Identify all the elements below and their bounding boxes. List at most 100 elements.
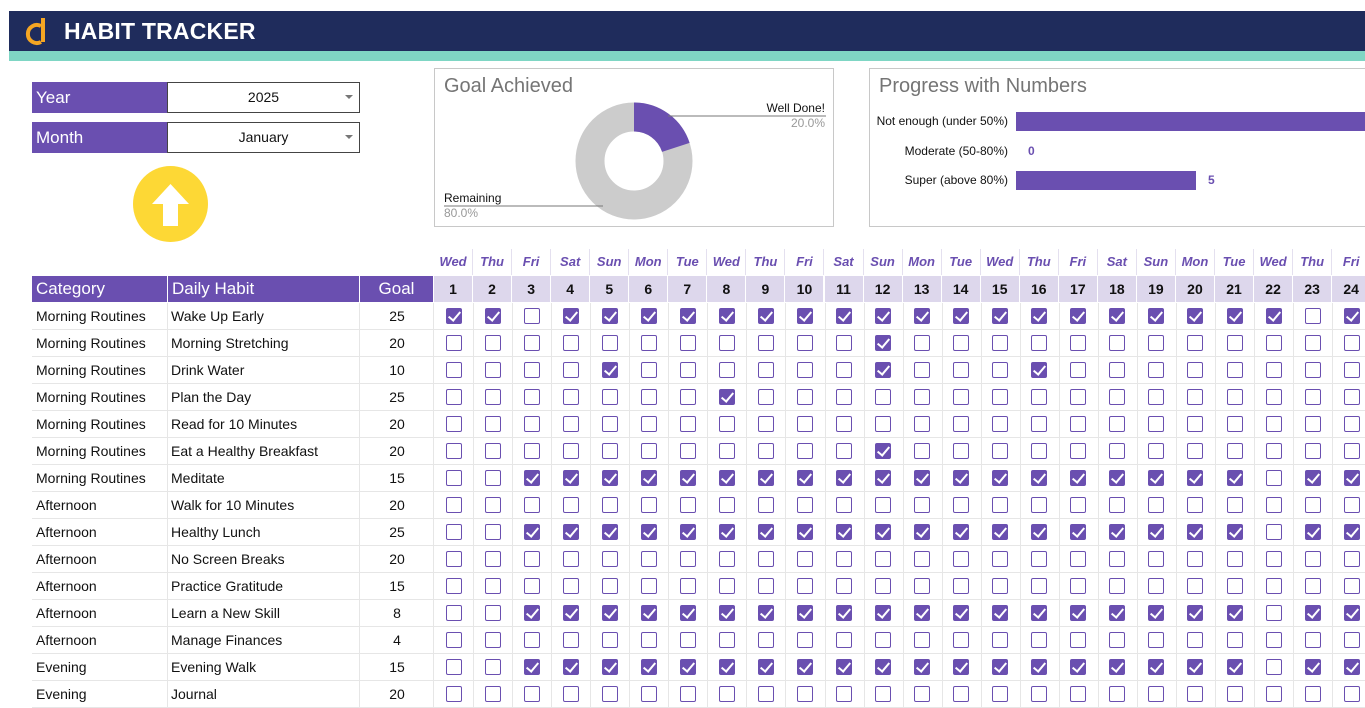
checkbox-unchecked[interactable]: [679, 443, 696, 459]
checkbox-unchecked[interactable]: [523, 362, 540, 378]
checkbox-unchecked[interactable]: [836, 551, 853, 567]
checkbox-unchecked[interactable]: [1265, 605, 1282, 621]
checkbox-unchecked[interactable]: [1187, 362, 1204, 378]
checkbox-checked[interactable]: [523, 524, 540, 540]
checkbox-checked[interactable]: [523, 470, 540, 486]
checkbox-checked[interactable]: [836, 308, 853, 324]
checkbox-checked[interactable]: [640, 605, 657, 621]
checkbox-unchecked[interactable]: [640, 389, 657, 405]
checkbox-unchecked[interactable]: [445, 470, 462, 486]
checkbox-unchecked[interactable]: [523, 632, 540, 648]
checkbox-unchecked[interactable]: [796, 632, 813, 648]
checkbox-unchecked[interactable]: [953, 335, 970, 351]
checkbox-unchecked[interactable]: [679, 578, 696, 594]
checkbox-unchecked[interactable]: [445, 389, 462, 405]
checkbox-unchecked[interactable]: [796, 416, 813, 432]
checkbox-unchecked[interactable]: [1343, 632, 1360, 648]
checkbox-checked[interactable]: [1343, 308, 1360, 324]
checkbox-unchecked[interactable]: [484, 389, 501, 405]
checkbox-unchecked[interactable]: [1226, 497, 1243, 513]
checkbox-checked[interactable]: [1226, 605, 1243, 621]
checkbox-unchecked[interactable]: [601, 335, 618, 351]
checkbox-checked[interactable]: [1148, 524, 1165, 540]
checkbox-unchecked[interactable]: [1304, 362, 1321, 378]
checkbox-checked[interactable]: [640, 308, 657, 324]
checkbox-unchecked[interactable]: [757, 389, 774, 405]
checkbox-unchecked[interactable]: [484, 335, 501, 351]
checkbox-unchecked[interactable]: [1265, 524, 1282, 540]
checkbox-unchecked[interactable]: [601, 551, 618, 567]
checkbox-unchecked[interactable]: [1265, 335, 1282, 351]
checkbox-checked[interactable]: [1031, 470, 1048, 486]
checkbox-unchecked[interactable]: [1304, 308, 1321, 324]
checkbox-checked[interactable]: [640, 659, 657, 675]
checkbox-unchecked[interactable]: [1265, 416, 1282, 432]
year-dropdown[interactable]: 2025: [167, 82, 360, 113]
checkbox-checked[interactable]: [953, 605, 970, 621]
checkbox-checked[interactable]: [484, 308, 501, 324]
checkbox-unchecked[interactable]: [875, 389, 892, 405]
checkbox-checked[interactable]: [601, 362, 618, 378]
checkbox-unchecked[interactable]: [1265, 362, 1282, 378]
checkbox-unchecked[interactable]: [1031, 389, 1048, 405]
checkbox-unchecked[interactable]: [445, 362, 462, 378]
checkbox-checked[interactable]: [992, 524, 1009, 540]
checkbox-unchecked[interactable]: [1187, 335, 1204, 351]
checkbox-checked[interactable]: [1343, 470, 1360, 486]
checkbox-checked[interactable]: [1109, 524, 1126, 540]
checkbox-unchecked[interactable]: [718, 632, 735, 648]
checkbox-unchecked[interactable]: [1109, 497, 1126, 513]
checkbox-checked[interactable]: [1148, 470, 1165, 486]
checkbox-unchecked[interactable]: [562, 389, 579, 405]
checkbox-unchecked[interactable]: [1265, 470, 1282, 486]
checkbox-unchecked[interactable]: [718, 362, 735, 378]
checkbox-unchecked[interactable]: [445, 416, 462, 432]
checkbox-unchecked[interactable]: [718, 578, 735, 594]
checkbox-checked[interactable]: [1148, 659, 1165, 675]
checkbox-unchecked[interactable]: [836, 335, 853, 351]
chevron-down-icon[interactable]: [345, 135, 353, 139]
checkbox-checked[interactable]: [1343, 605, 1360, 621]
checkbox-unchecked[interactable]: [757, 335, 774, 351]
checkbox-unchecked[interactable]: [1343, 578, 1360, 594]
checkbox-checked[interactable]: [1226, 308, 1243, 324]
checkbox-checked[interactable]: [1343, 659, 1360, 675]
checkbox-unchecked[interactable]: [953, 551, 970, 567]
checkbox-checked[interactable]: [601, 470, 618, 486]
checkbox-checked[interactable]: [875, 524, 892, 540]
checkbox-checked[interactable]: [953, 308, 970, 324]
checkbox-unchecked[interactable]: [1109, 362, 1126, 378]
checkbox-checked[interactable]: [1031, 362, 1048, 378]
checkbox-unchecked[interactable]: [757, 551, 774, 567]
checkbox-unchecked[interactable]: [1265, 659, 1282, 675]
checkbox-unchecked[interactable]: [992, 443, 1009, 459]
checkbox-checked[interactable]: [1031, 524, 1048, 540]
checkbox-unchecked[interactable]: [1304, 632, 1321, 648]
checkbox-unchecked[interactable]: [1265, 632, 1282, 648]
checkbox-unchecked[interactable]: [1304, 551, 1321, 567]
checkbox-checked[interactable]: [562, 470, 579, 486]
checkbox-unchecked[interactable]: [601, 497, 618, 513]
checkbox-unchecked[interactable]: [523, 308, 540, 324]
checkbox-unchecked[interactable]: [836, 578, 853, 594]
checkbox-unchecked[interactable]: [523, 578, 540, 594]
checkbox-unchecked[interactable]: [1109, 443, 1126, 459]
checkbox-unchecked[interactable]: [757, 443, 774, 459]
checkbox-checked[interactable]: [1187, 308, 1204, 324]
checkbox-unchecked[interactable]: [1187, 551, 1204, 567]
checkbox-unchecked[interactable]: [1343, 551, 1360, 567]
checkbox-unchecked[interactable]: [1109, 335, 1126, 351]
checkbox-checked[interactable]: [757, 605, 774, 621]
checkbox-unchecked[interactable]: [1187, 497, 1204, 513]
checkbox-unchecked[interactable]: [1031, 578, 1048, 594]
checkbox-checked[interactable]: [523, 605, 540, 621]
checkbox-unchecked[interactable]: [836, 389, 853, 405]
checkbox-unchecked[interactable]: [523, 551, 540, 567]
checkbox-unchecked[interactable]: [1031, 632, 1048, 648]
checkbox-checked[interactable]: [718, 605, 735, 621]
checkbox-unchecked[interactable]: [679, 389, 696, 405]
checkbox-unchecked[interactable]: [914, 362, 931, 378]
checkbox-checked[interactable]: [718, 308, 735, 324]
checkbox-checked[interactable]: [875, 443, 892, 459]
checkbox-unchecked[interactable]: [992, 578, 1009, 594]
